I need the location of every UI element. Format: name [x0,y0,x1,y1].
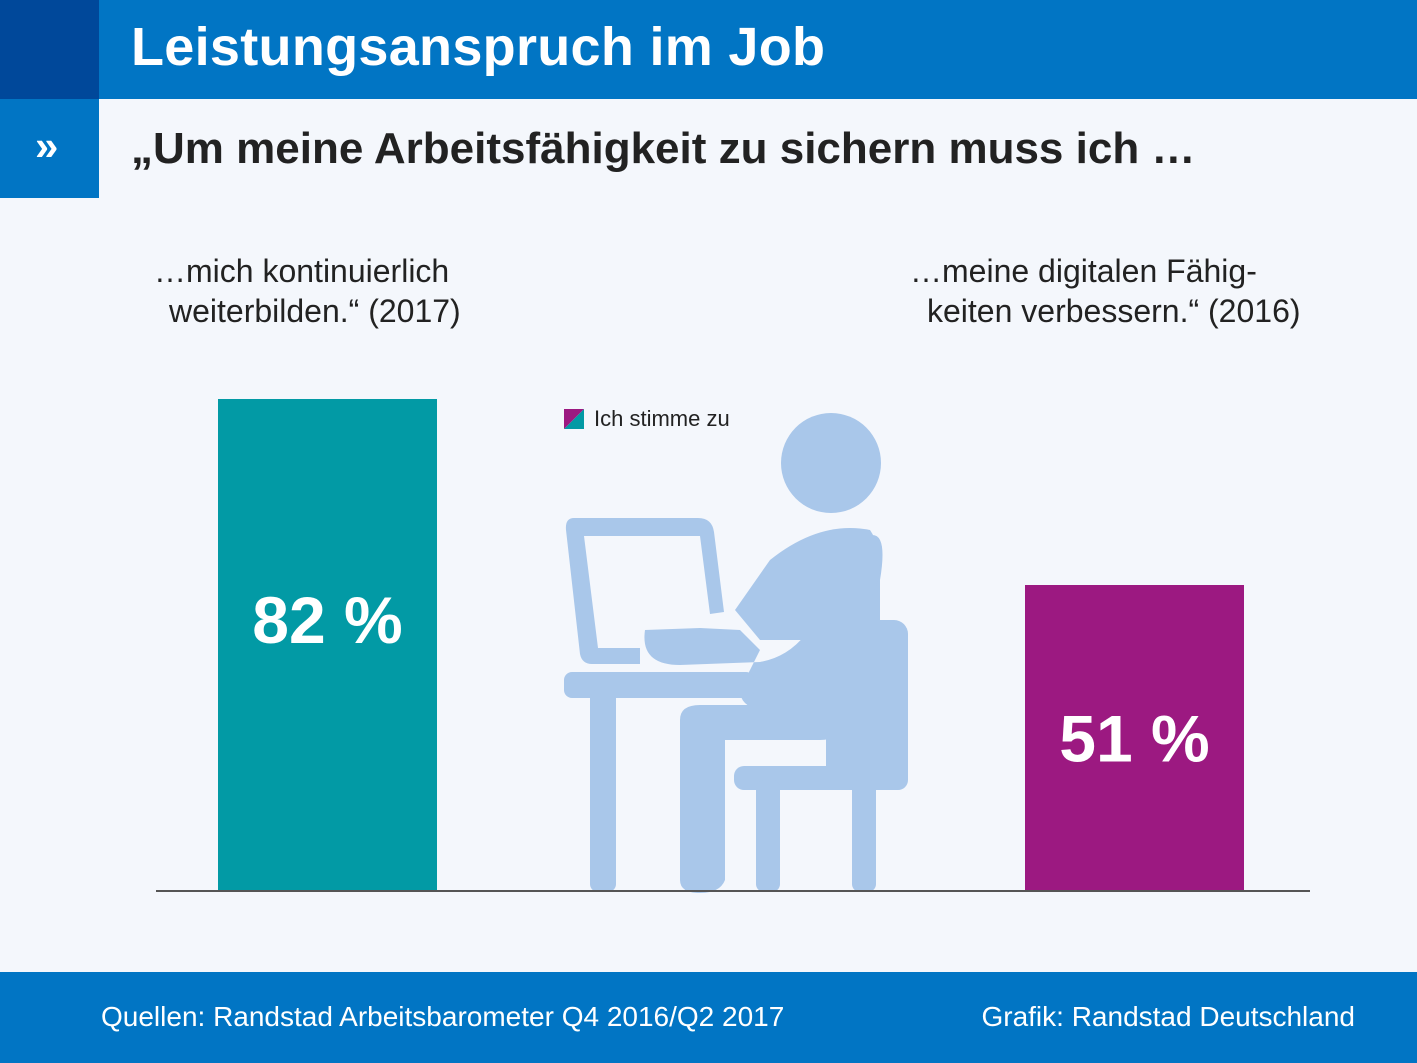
category-label-left-line1: …mich kontinuierlich [154,253,450,289]
subtitle-accent-block [0,99,99,198]
page-title: Leistungsanspruch im Job [131,17,826,77]
category-label-right-line2: keiten verbessern.“ (2016) [927,293,1301,329]
page-subtitle: „Um meine Arbeitsfähigkeit zu sichern mu… [131,124,1196,173]
category-label-left-line2: weiterbilden.“ (2017) [169,293,461,329]
footer-credit: Grafik: Randstad Deutschland [981,1001,1355,1032]
bar-1-value-label: 82 % [252,583,402,657]
bar-2 [1025,585,1244,891]
category-label-left: …mich kontinuierlich weiterbilden.“ (201… [154,251,461,331]
legend-swatch [564,409,584,429]
double-chevron-icon: » [35,122,59,169]
category-label-right-line1: …meine digitalen Fähig- [910,253,1257,289]
category-label-right: …meine digitalen Fähig- keiten verbesser… [910,251,1301,331]
chart-legend: Ich stimme zu [564,406,730,432]
header-accent-block [0,0,99,99]
footer-source: Quellen: Randstad Arbeitsbarometer Q4 20… [101,1001,785,1032]
legend-label: Ich stimme zu [594,406,730,431]
legend-swatch-purple [564,409,584,429]
person-at-computer-icon [564,413,908,893]
bar-2-value-label: 51 % [1059,702,1209,776]
footer-bar [0,972,1417,1063]
bar-1 [218,399,437,891]
header-bar [99,0,1417,99]
